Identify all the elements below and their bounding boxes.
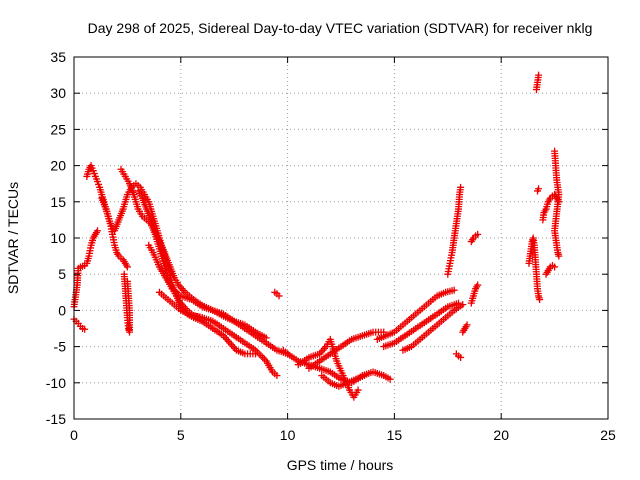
data-point [360,372,368,380]
y-tick-label: 5 [58,266,66,282]
y-tick-label: 30 [50,85,66,101]
data-point [273,372,281,380]
data-point [275,292,283,300]
chart-title: Day 298 of 2025, Sidereal Day-to-day VTE… [88,20,593,36]
data-point [354,386,362,394]
data-point [536,296,544,304]
data-point [474,230,482,238]
data-markers [70,71,563,401]
y-tick-label: -15 [46,411,66,427]
data-point [535,71,543,79]
y-tick-label: 35 [50,49,66,65]
grid-lines [74,57,608,419]
data-point [262,334,270,342]
data-point [93,227,101,235]
y-tick-label: 0 [58,302,66,318]
data-point [535,185,543,193]
x-tick-label: 10 [280,427,296,443]
data-point [457,353,465,361]
data-point [459,301,467,309]
data-point [386,375,394,383]
y-tick-label: 20 [50,158,66,174]
data-point [198,314,206,322]
data-point [463,321,471,329]
y-tick-label: 10 [50,230,66,246]
data-point [123,277,131,285]
data-point [555,252,563,260]
data-point [252,350,260,358]
y-tick-label: -10 [46,375,66,391]
x-tick-label: 25 [600,427,616,443]
y-tick-label: 15 [50,194,66,210]
data-point [457,183,465,191]
data-point [450,286,458,294]
data-point [474,281,482,289]
data-point [81,325,89,333]
x-tick-label: 5 [177,427,185,443]
x-tick-label: 0 [70,427,78,443]
axis-ticks: 0 5 10 15 20 25 -15 -10 -5 0 5 10 15 20 25 30 35 [46,49,616,443]
x-tick-label: 20 [493,427,509,443]
x-tick-label: 15 [387,427,403,443]
x-axis-label: GPS time / hours [287,457,394,473]
y-axis-label: SDTVAR / TECUs [5,182,21,294]
data-point [551,263,559,271]
data-point [123,263,131,271]
y-tick-label: -5 [54,339,67,355]
y-tick-label: 25 [50,121,66,137]
